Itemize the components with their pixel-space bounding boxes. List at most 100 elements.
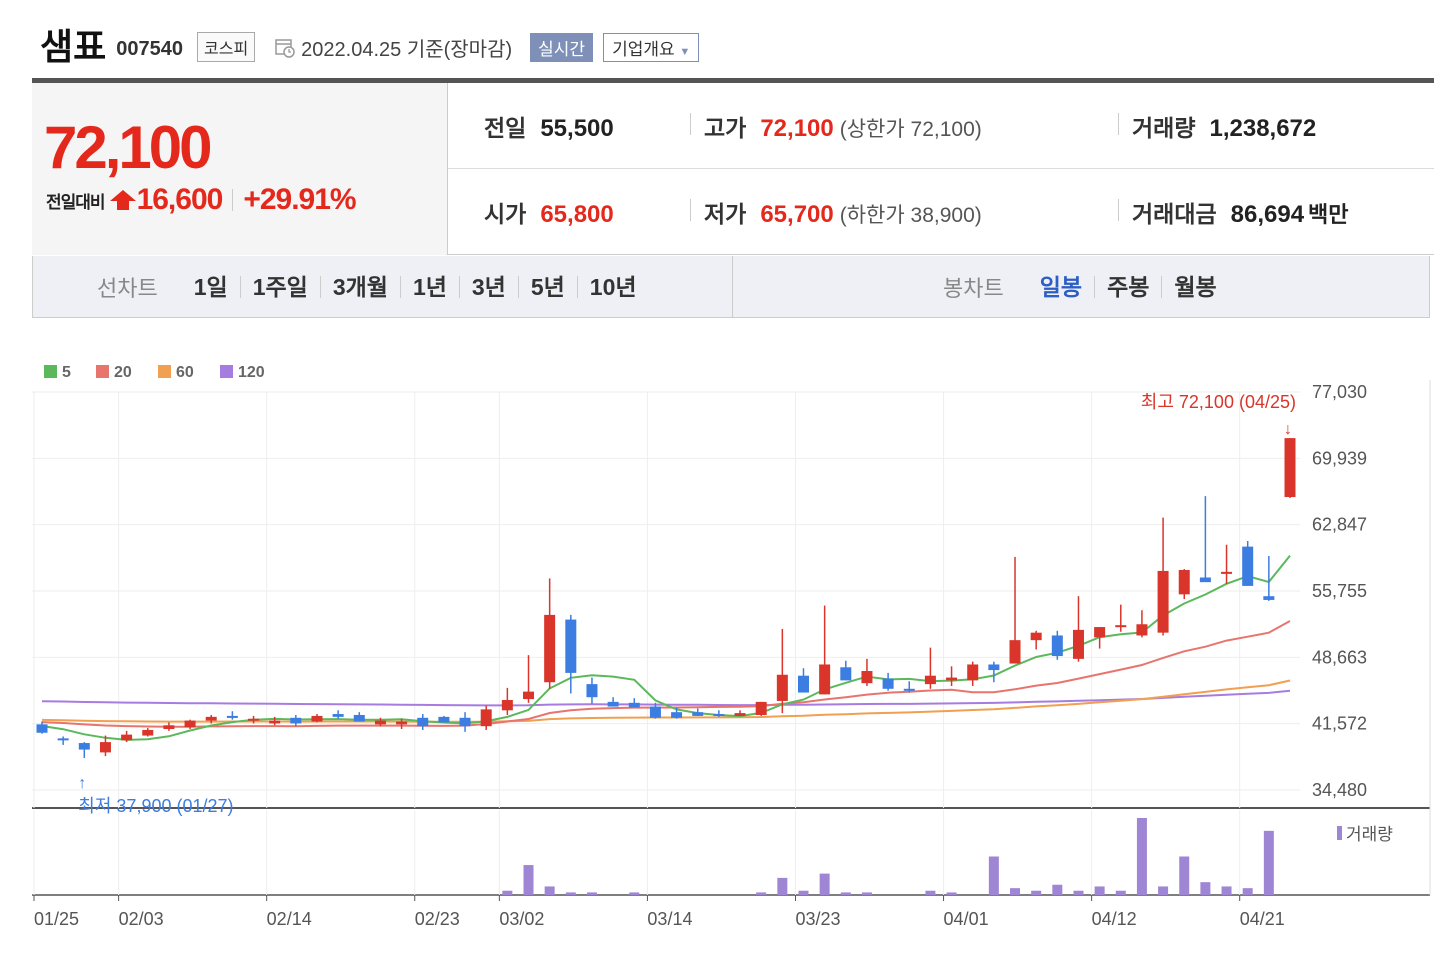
ma5-line <box>41 554 1291 741</box>
open-label: 시가 <box>484 201 527 227</box>
change-percent: +29.91% <box>243 183 356 216</box>
amount-label: 거래대금 <box>1132 201 1217 227</box>
volume-bar <box>1263 830 1274 895</box>
realtime-button[interactable]: 실시간 <box>530 32 594 62</box>
prev-close-label: 전일 <box>484 115 527 141</box>
tab-3month[interactable]: 3개월 <box>321 275 401 298</box>
volume-bar <box>798 890 809 895</box>
volume-bar <box>925 890 936 895</box>
stock-chart[interactable]: 77,030 69,939 62,847 55,755 48,663 41,572 34,4… <box>0 320 1435 950</box>
y-tick-label: 55,755 <box>1312 581 1367 601</box>
tab-1day[interactable]: 1일 <box>182 275 241 298</box>
candle-body <box>861 671 873 684</box>
volume-value: 1,238,672 <box>1209 115 1317 142</box>
candle-body <box>903 688 915 691</box>
upper-limit-arrow-icon <box>109 190 136 210</box>
price-summary: 72,100 전일대비 16,600 +29.91% 전일 55,500 고가 … <box>32 83 1434 255</box>
y-tick-label: 77,030 <box>1312 382 1367 402</box>
volume-legend-swatch <box>1337 826 1342 840</box>
volume-bar <box>946 892 957 895</box>
candle-body <box>226 715 238 718</box>
candle-body <box>1284 438 1296 498</box>
tab-monthly[interactable]: 월봉 <box>1174 273 1217 300</box>
tab-5year[interactable]: 5년 <box>519 275 578 298</box>
x-tick-label: 04/21 <box>1240 909 1285 929</box>
volume-bar <box>840 892 851 895</box>
candle-body <box>924 675 936 685</box>
candle-body <box>523 691 535 700</box>
candle-body <box>628 702 640 708</box>
company-overview-label: 기업개요 <box>612 39 675 59</box>
candle-chart-title: 봉차트 <box>943 275 1004 301</box>
current-price: 72,100 <box>44 114 213 181</box>
x-tick-label: 03/02 <box>499 909 544 929</box>
candle-body <box>163 725 175 730</box>
candle-body <box>755 701 767 715</box>
volume-bar <box>1179 856 1190 895</box>
candle-body <box>205 716 217 721</box>
candle-body <box>99 742 111 753</box>
amount-cell: 거래대금 86,694 백만 <box>1132 195 1349 229</box>
tab-10year[interactable]: 10년 <box>589 273 637 300</box>
legend-label: 20 <box>114 364 132 381</box>
candle-body <box>396 721 408 725</box>
stock-name: 샘표 <box>40 26 107 67</box>
stock-header: 샘표 007540 코스피 2022.04.25 기준(장마감) 실시간 기업개… <box>32 18 1432 70</box>
tab-daily[interactable]: 일봉 <box>1028 275 1096 298</box>
tab-weekly[interactable]: 주봉 <box>1095 275 1163 298</box>
candle-body <box>1199 577 1211 583</box>
candle-body <box>1094 627 1106 638</box>
x-tick-label: 04/01 <box>944 909 989 929</box>
y-tick-label: 62,847 <box>1312 515 1367 535</box>
candle-body <box>1115 625 1127 628</box>
candle-body <box>565 619 577 673</box>
volume-bar <box>1010 888 1021 895</box>
candle-body <box>374 720 386 725</box>
volume-bar <box>988 856 999 895</box>
candle-body <box>1263 596 1275 600</box>
candlestick-chart[interactable]: 77,030 69,939 62,847 55,755 48,663 41,572 34,4… <box>0 320 1435 950</box>
candle-body <box>1136 624 1148 636</box>
candle-body <box>290 717 302 724</box>
info-row-2: 시가 65,800 저가 65,700 (하한가 38,900) 거래대금 86… <box>448 169 1434 255</box>
volume-bar <box>1073 890 1084 895</box>
ma20-line <box>41 620 1291 728</box>
amount-unit: 백만 <box>1308 202 1349 227</box>
volume-bar <box>565 892 576 895</box>
high-label: 고가 <box>704 115 747 141</box>
ma60-line <box>41 679 1291 723</box>
legend-label: 60 <box>176 364 194 381</box>
candle-body <box>57 738 69 741</box>
change-row: 전일대비 16,600 +29.91% <box>46 183 357 217</box>
candle-body <box>734 713 746 716</box>
volume-bar <box>1031 890 1042 895</box>
divider <box>1118 113 1119 135</box>
candle-body <box>311 715 323 722</box>
chart-tabbar: 선차트 1일 1주일 3개월 1년 3년 5년 10년 봉차트 일봉 주봉 월봉 <box>32 256 1430 318</box>
market-badge: 코스피 <box>197 32 256 62</box>
legend-swatch <box>96 365 109 378</box>
candle-body <box>607 701 619 707</box>
volume-bar <box>1052 884 1063 895</box>
company-overview-dropdown[interactable]: 기업개요 ▼ <box>603 32 700 62</box>
candle-body <box>501 700 513 711</box>
candle-body <box>248 718 260 721</box>
candle-body <box>459 717 471 727</box>
info-row-1: 전일 55,500 고가 72,100 (상한가 72,100) 거래량 1,2… <box>448 83 1434 169</box>
candle-body <box>353 714 365 722</box>
candle-body <box>1221 571 1233 574</box>
volume-cell: 거래량 1,238,672 <box>1132 109 1316 143</box>
volume-bar <box>1136 818 1147 895</box>
tab-1week[interactable]: 1주일 <box>241 275 321 298</box>
tab-3year[interactable]: 3년 <box>460 275 519 298</box>
header-divider <box>32 78 1434 83</box>
x-tick-label: 03/23 <box>795 909 840 929</box>
open-value: 65,800 <box>540 201 614 228</box>
tab-1year[interactable]: 1년 <box>401 275 460 298</box>
candle-body <box>544 614 556 683</box>
volume-bar <box>777 877 788 895</box>
candle-body <box>1030 632 1042 641</box>
candle-body <box>882 678 894 689</box>
caret-down-icon: ▼ <box>679 45 691 58</box>
volume-legend-label: 거래량 <box>1346 825 1393 844</box>
